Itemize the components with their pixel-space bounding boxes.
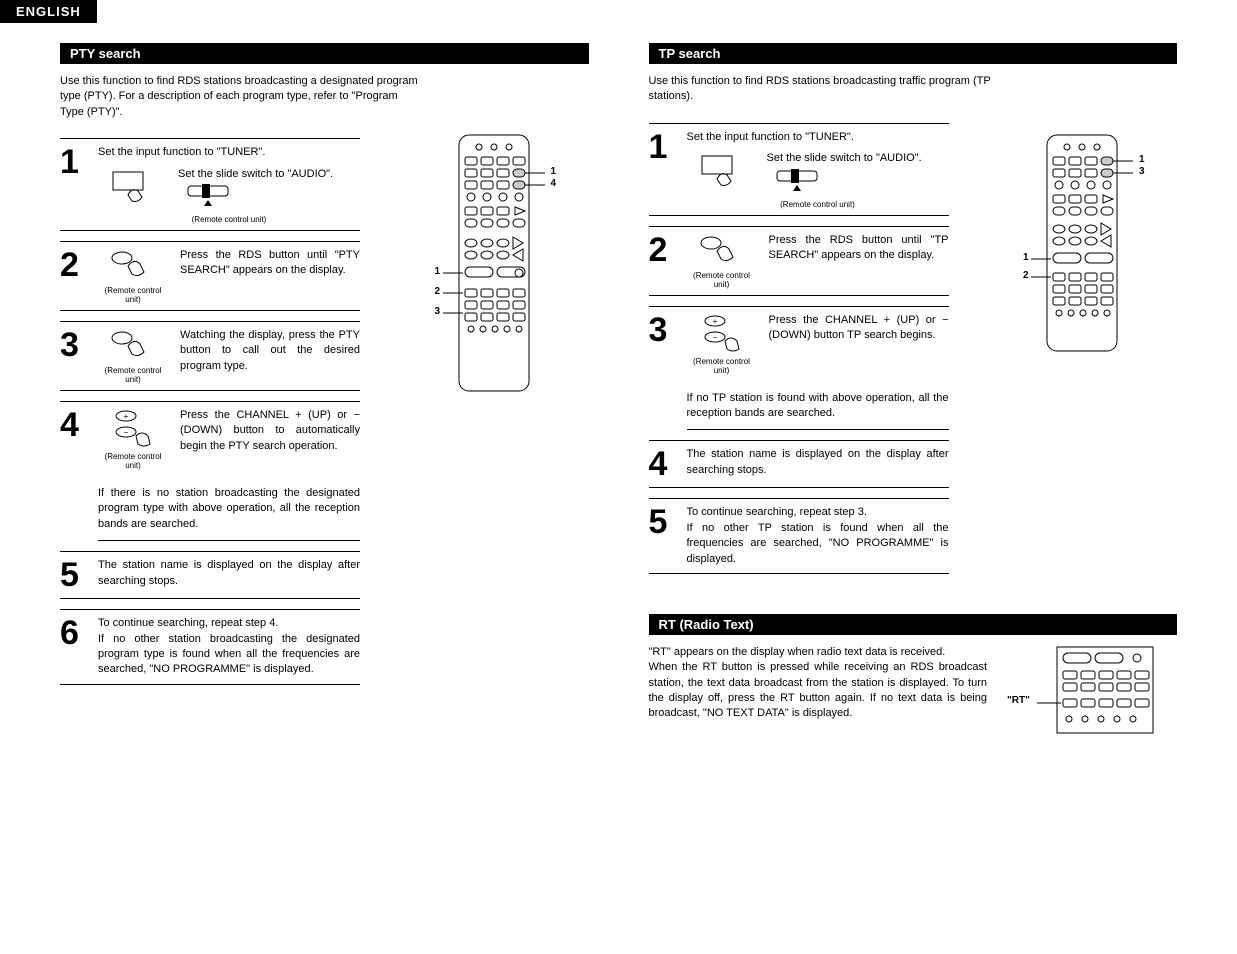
remote-illustration <box>1027 133 1137 353</box>
remote-caption: (Remote control unit) <box>687 357 757 375</box>
remote-caption: (Remote control unit) <box>687 200 949 209</box>
step-text: Set the input function to "TUNER". <box>687 130 949 145</box>
pty-step-3: 3 (Remote control unit) Watching the dis… <box>60 321 360 391</box>
rt-body: "RT" appears on the display when radio t… <box>649 645 988 722</box>
step-number: 2 <box>60 248 86 282</box>
tp-remote-wrap: 1 3 1 2 <box>1027 133 1177 353</box>
tp-step-3: 3 + − (Remote control unit) Press the CHA… <box>649 306 949 381</box>
pty-after4-note: If there is no station broadcasting the … <box>98 486 360 541</box>
step-text: Press the RDS button until "TP SEARCH" a… <box>769 233 949 264</box>
hand-icon: (Remote control unit) <box>687 233 757 289</box>
tp-step-5: 5 To continue searching, repeat step 3. … <box>649 498 949 574</box>
channel-buttons-icon: + − (Remote control unit) <box>687 313 757 375</box>
step-text: Watching the display, press the PTY butt… <box>180 328 360 374</box>
remote-caption: (Remote control unit) <box>98 452 168 470</box>
remote-illustration <box>439 133 549 393</box>
tp-title: TP search <box>649 43 1178 64</box>
pty-step-4: 4 + − (Remote control unit) Press the CHA… <box>60 401 360 476</box>
step-number: 2 <box>649 233 675 267</box>
rt-row: "RT" appears on the display when radio t… <box>649 645 1178 740</box>
tp-step-2: 2 (Remote control unit) Press the RDS bu… <box>649 226 949 296</box>
step-text: Set the slide switch to "AUDIO". <box>767 151 949 166</box>
tp-step-4: 4 The station name is displayed on the d… <box>649 440 949 488</box>
step-number: 4 <box>60 408 86 442</box>
language-tab: ENGLISH <box>0 0 97 23</box>
step-text: To continue searching, repeat step 3. If… <box>687 505 949 567</box>
rt-callout: "RT" <box>1007 695 1030 706</box>
step-text: To continue searching, repeat step 4. If… <box>98 616 360 678</box>
callout-1: 1 <box>1139 154 1145 165</box>
callout-2: 2 <box>435 286 441 297</box>
callout-2: 2 <box>1023 270 1029 281</box>
remote-caption: (Remote control unit) <box>687 271 757 289</box>
pty-step-1: 1 Set the input function to "TUNER". Set… <box>60 138 360 231</box>
pty-column: 1 4 1 2 3 PTY search Use this function t… <box>60 43 589 740</box>
tp-after3-note: If no TP station is found with above ope… <box>687 391 949 431</box>
tp-intro: Use this function to find RDS stations b… <box>649 74 1178 105</box>
step-text: Press the CHANNEL + (UP) or − (DOWN) but… <box>769 313 949 344</box>
pty-step-2: 2 (Remote control unit) Press the RDS bu… <box>60 241 360 311</box>
svg-text:+: + <box>124 412 129 421</box>
page-content: 1 4 1 2 3 PTY search Use this function t… <box>0 23 1237 780</box>
step-text: Press the RDS button until "PTY SEARCH" … <box>180 248 360 279</box>
hand-icon <box>687 151 757 197</box>
callout-3: 3 <box>1139 166 1145 177</box>
step-text: Press the CHANNEL + (UP) or − (DOWN) but… <box>180 408 360 454</box>
step-text-b: If no other TP station is found when all… <box>687 522 949 565</box>
channel-buttons-icon: + − (Remote control unit) <box>98 408 168 470</box>
step-text: The station name is displayed on the dis… <box>98 558 360 589</box>
pty-step-6: 6 To continue searching, repeat step 4. … <box>60 609 360 685</box>
step-text: Set the slide switch to "AUDIO". <box>178 167 360 182</box>
hand-icon: (Remote control unit) <box>98 328 168 384</box>
svg-text:+: + <box>712 317 717 326</box>
step-number: 1 <box>60 145 86 179</box>
hand-icon: (Remote control unit) <box>98 248 168 304</box>
svg-text:−: − <box>712 333 717 342</box>
pty-intro: Use this function to find RDS stations b… <box>60 74 589 120</box>
slide-switch-icon <box>767 167 827 193</box>
step-number: 3 <box>60 328 86 362</box>
remote-caption: (Remote control unit) <box>98 366 168 384</box>
callout-1: 1 <box>551 166 557 177</box>
remote-caption: (Remote control unit) <box>98 215 360 224</box>
callout-1b: 1 <box>435 266 441 277</box>
callout-1b: 1 <box>1023 252 1029 263</box>
rt-remote-illustration: "RT" <box>1007 645 1177 740</box>
hand-icon <box>98 167 168 213</box>
rt-title: RT (Radio Text) <box>649 614 1178 635</box>
callout-4: 4 <box>551 178 557 189</box>
tp-column: 1 3 1 2 TP search Use this function to f… <box>649 43 1178 740</box>
pty-remote-wrap: 1 4 1 2 3 <box>439 133 589 393</box>
step-number: 6 <box>60 616 86 650</box>
step-number: 3 <box>649 313 675 347</box>
step-text-a: To continue searching, repeat step 4. <box>98 617 278 629</box>
slide-switch-icon <box>178 182 238 208</box>
remote-caption: (Remote control unit) <box>98 286 168 304</box>
step-number: 5 <box>60 558 86 592</box>
pty-step-5: 5 The station name is displayed on the d… <box>60 551 360 599</box>
step-text-b: If no other station broadcasting the des… <box>98 633 360 676</box>
step-text-a: To continue searching, repeat step 3. <box>687 506 867 518</box>
callout-3: 3 <box>435 306 441 317</box>
step-number: 1 <box>649 130 675 164</box>
svg-text:−: − <box>124 428 129 437</box>
step-number: 4 <box>649 447 675 481</box>
step-number: 5 <box>649 505 675 539</box>
step-text: Set the input function to "TUNER". <box>98 145 360 160</box>
pty-title: PTY search <box>60 43 589 64</box>
tp-step-1: 1 Set the input function to "TUNER". Set… <box>649 123 949 216</box>
step-text: The station name is displayed on the dis… <box>687 447 949 478</box>
